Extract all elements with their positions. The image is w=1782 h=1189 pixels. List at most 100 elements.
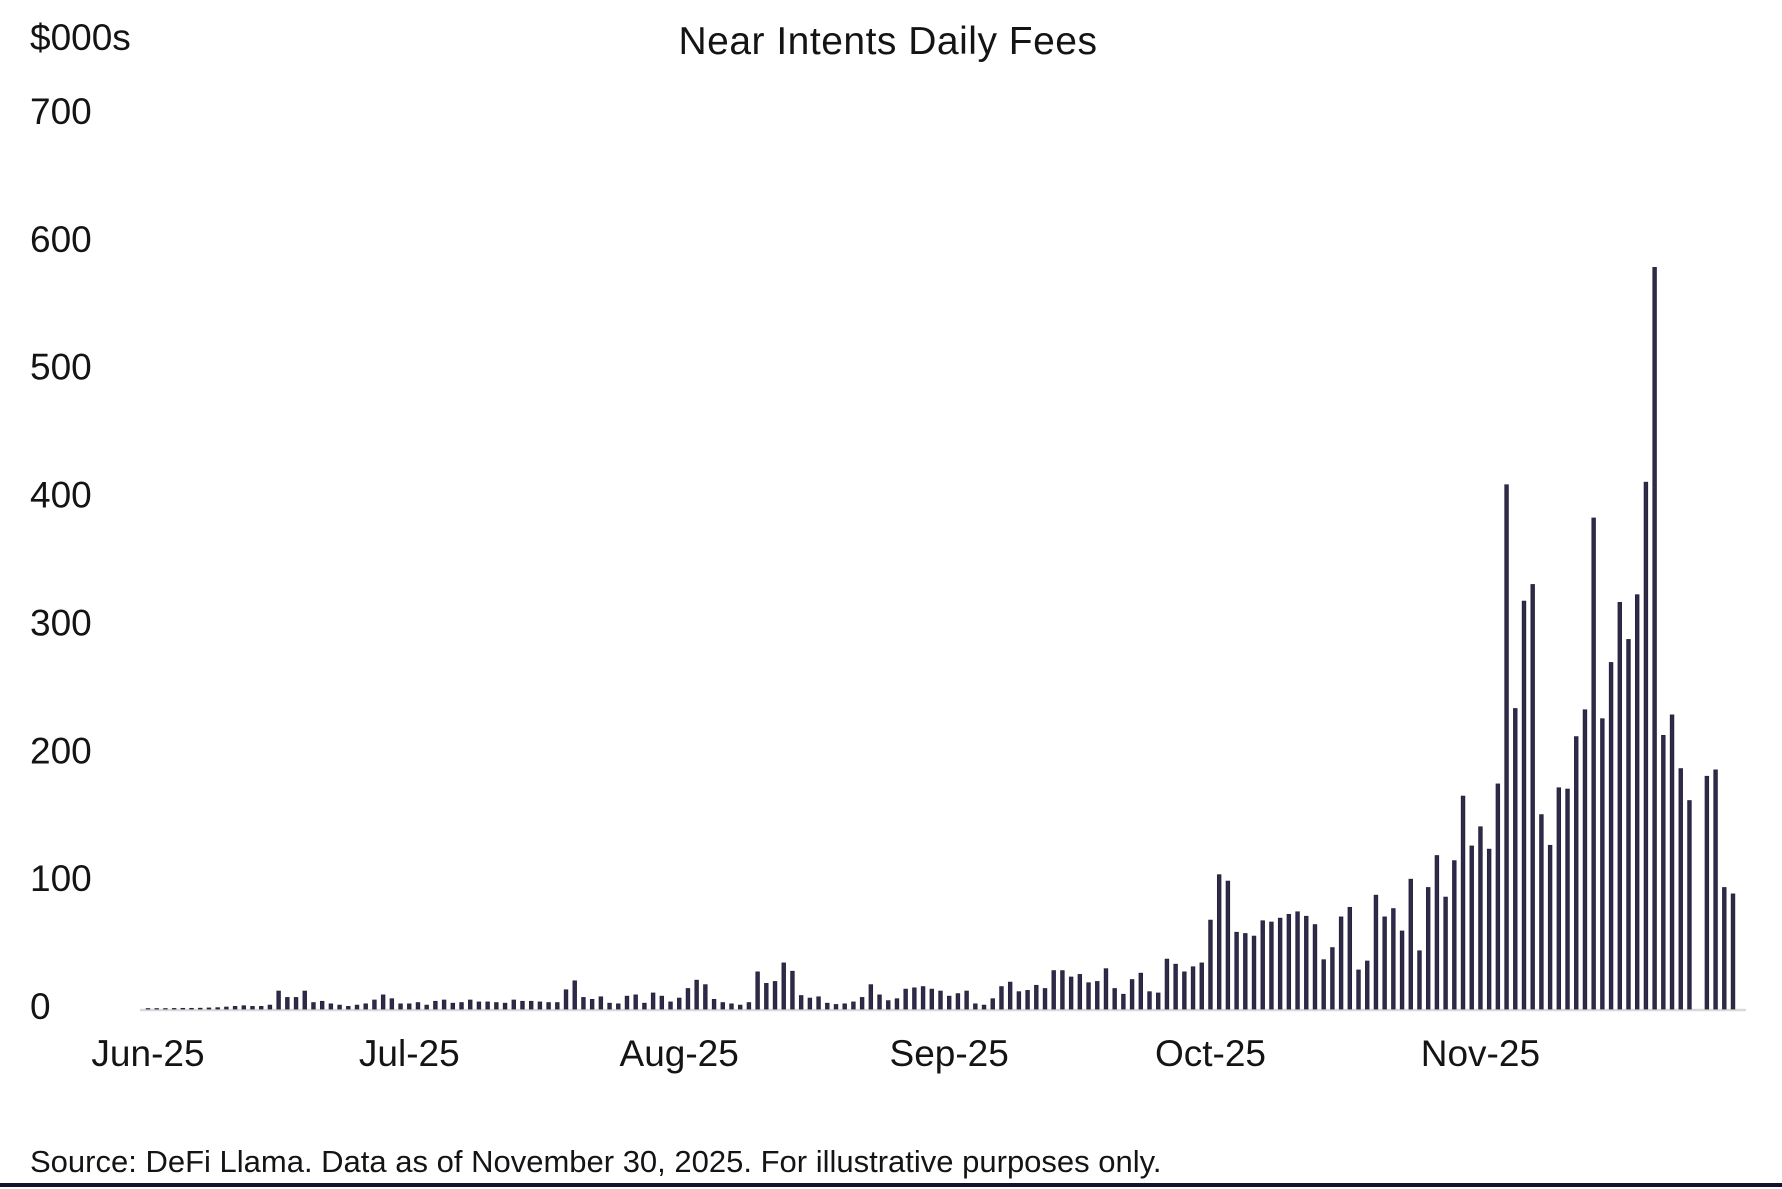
daily-fee-bar <box>1565 788 1570 1010</box>
daily-fee-bar <box>833 1004 839 1010</box>
daily-fee-bar <box>215 1007 220 1010</box>
daily-fee-bar <box>1556 787 1562 1010</box>
daily-fee-bar <box>1382 916 1387 1010</box>
daily-fee-bar <box>964 990 969 1010</box>
daily-fee-bar <box>868 984 874 1010</box>
daily-fee-bar <box>1391 908 1396 1010</box>
y-tick-label: 400 <box>30 475 92 516</box>
daily-fee-bar <box>502 1002 508 1010</box>
daily-fee-bar <box>337 1004 342 1010</box>
daily-fee-bar <box>267 1004 273 1010</box>
daily-fee-bar <box>476 1001 482 1010</box>
daily-fee-bar <box>1077 974 1083 1010</box>
daily-fee-bar <box>1182 971 1187 1010</box>
daily-fee-bar <box>1356 969 1361 1010</box>
daily-fee-bar <box>711 999 717 1010</box>
daily-fee-bar <box>694 979 699 1010</box>
daily-fee-bar <box>1147 991 1152 1010</box>
daily-fee-bar <box>380 994 386 1010</box>
daily-fee-bar <box>1216 874 1222 1010</box>
daily-fee-bar <box>1547 844 1553 1010</box>
daily-fee-bar <box>677 997 682 1010</box>
daily-fee-bar <box>537 1001 543 1010</box>
daily-fee-bar <box>1042 988 1048 1010</box>
daily-fee-bar <box>1103 968 1109 1010</box>
daily-fee-bar <box>1347 906 1353 1010</box>
daily-fee-bar <box>1704 775 1710 1010</box>
daily-fee-bar <box>851 1001 856 1010</box>
daily-fee-bar <box>1669 714 1675 1010</box>
y-tick-label: 0 <box>30 986 51 1027</box>
daily-fee-bar <box>650 992 656 1010</box>
daily-fee-bar <box>206 1007 212 1010</box>
daily-fee-bar <box>1295 911 1300 1010</box>
daily-fee-bar <box>485 1001 490 1010</box>
daily-fee-bar <box>346 1006 351 1010</box>
daily-fee-bar <box>424 1004 429 1010</box>
daily-fee-bar <box>1190 966 1196 1010</box>
daily-fee-bar <box>1321 959 1326 1010</box>
daily-fee-bar <box>1016 991 1022 1010</box>
daily-fee-bar <box>1661 734 1666 1010</box>
daily-fee-bar <box>1112 988 1117 1010</box>
daily-fee-bar <box>180 1007 186 1010</box>
daily-fee-bar <box>276 990 281 1010</box>
daily-fee-bar <box>1164 958 1170 1010</box>
daily-fee-bar <box>293 997 299 1010</box>
y-tick-label: 600 <box>30 219 92 260</box>
daily-fee-bar <box>842 1003 847 1010</box>
daily-fee-bar <box>1225 880 1231 1010</box>
bottom-rule <box>0 1183 1782 1187</box>
daily-fee-bar <box>546 1002 551 1010</box>
daily-fee-bar <box>685 988 691 1010</box>
daily-fee-bar <box>929 988 934 1010</box>
daily-fee-bar <box>1617 602 1622 1010</box>
daily-fee-bar <box>581 997 586 1010</box>
daily-fee-bar <box>563 989 569 1010</box>
daily-fee-bar <box>1373 894 1379 1010</box>
daily-fee-bar <box>720 1002 725 1010</box>
daily-fee-bar <box>790 970 795 1010</box>
daily-fee-bar <box>781 962 786 1010</box>
x-tick-label: Aug-25 <box>620 1033 739 1074</box>
daily-fee-bar <box>1138 972 1143 1010</box>
daily-fee-bar <box>729 1003 734 1010</box>
daily-fee-bar <box>1678 768 1683 1010</box>
daily-fee-bar <box>224 1006 229 1010</box>
daily-fee-bar <box>311 1002 316 1010</box>
daily-fee-bar <box>1600 718 1605 1010</box>
daily-fee-bar <box>1051 970 1056 1010</box>
x-tick-label: Nov-25 <box>1421 1033 1540 1074</box>
daily-fee-bar <box>389 998 395 1010</box>
daily-fee-bar <box>886 1000 891 1010</box>
daily-fee-bar <box>938 990 943 1010</box>
daily-fee-bar <box>738 1004 743 1010</box>
daily-fee-bar <box>990 998 995 1010</box>
daily-fee-bar <box>1199 962 1204 1010</box>
daily-fee-bar <box>825 1002 830 1010</box>
daily-fee-bar <box>1574 736 1579 1010</box>
daily-fee-bar <box>1025 990 1030 1010</box>
daily-fee-bar <box>859 997 865 1010</box>
daily-fee-bar <box>520 1000 525 1010</box>
daily-fee-bar <box>1635 594 1640 1010</box>
daily-fee-bar <box>198 1007 203 1010</box>
daily-fee-bar <box>1129 979 1135 1010</box>
daily-fee-bar <box>607 1002 612 1010</box>
daily-fee-bar <box>450 1002 456 1010</box>
daily-fee-bar <box>755 971 760 1010</box>
daily-fee-bar <box>572 980 577 1010</box>
daily-fee-bar <box>232 1006 238 1010</box>
daily-fee-bar <box>633 994 638 1010</box>
daily-fee-bar <box>1486 848 1492 1010</box>
daily-fee-bar <box>1530 584 1535 1010</box>
daily-fee-bar <box>1539 814 1544 1010</box>
daily-fee-bar <box>328 1003 334 1010</box>
y-tick-label: 500 <box>30 347 92 388</box>
daily-fee-bar <box>947 995 952 1010</box>
daily-fee-bar <box>1365 960 1370 1010</box>
x-tick-label: Sep-25 <box>890 1033 1009 1074</box>
daily-fee-bar <box>1286 913 1292 1010</box>
daily-fee-bar <box>468 999 473 1010</box>
